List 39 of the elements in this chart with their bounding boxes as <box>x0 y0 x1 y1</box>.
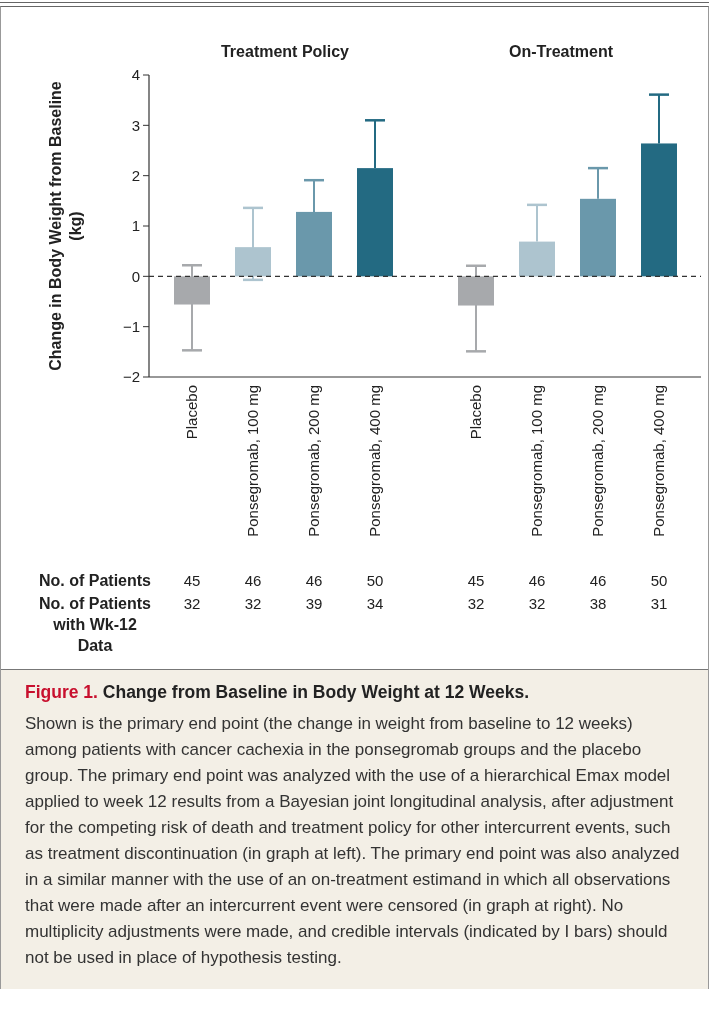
y-tick-label: −1 <box>122 317 140 335</box>
y-tick-label: 2 <box>131 166 140 184</box>
caption: Figure 1. <box>25 682 98 702</box>
text: 32 <box>467 595 485 612</box>
text: 45 <box>183 572 201 589</box>
text: 32 <box>528 595 546 612</box>
text: 46 <box>305 572 323 589</box>
x-tick-label: Ponsegromab, 100 mg <box>244 385 261 537</box>
text: 31 <box>650 595 668 612</box>
text: No. of Patients <box>38 572 152 589</box>
y-tick-label: −2 <box>122 368 140 386</box>
text: 50 <box>650 572 668 589</box>
x-tick-label: Ponsegromab, 200 mg <box>305 385 322 537</box>
text: 46 <box>589 572 607 589</box>
x-tick-label: Ponsegromab, 400 mg <box>650 385 667 537</box>
text: Change from Baseline in Body Weight at 12 Weeks. <box>102 682 530 702</box>
x-tick-label: Placebo <box>467 385 484 440</box>
text: 38 <box>589 595 607 612</box>
text: 45 <box>467 572 485 589</box>
text: 39 <box>305 595 323 612</box>
text: 46 <box>528 572 546 589</box>
text: No. of Patients with Wk-12 Data <box>38 595 152 654</box>
y-tick-label: 1 <box>131 217 140 235</box>
chart-title: Treatment Policy <box>220 43 350 60</box>
x-tick-label: Placebo <box>183 385 200 440</box>
text: Shown is the primary end point (the change in weight from baseline to 12 weeks) among patients with cancer cachexia in the ponsegromab groups and the placebo group. The primary end point was analyzed with the use of a hierarchical Emax model applied to week 12 results from a Bayesian joint longitudinal analysis, after adjustment for the competing risk of death and treatment policy for other intercurrent events, such as treatment discontinuation (in graph at left). The primary end point was also analyzed in a similar manner with the use of an on-treatment estimand in which all observations that were made after an intercurrent event were censored (in graph at right). No multiplicity adjustments were made, and credible intervals (indicated by I bars) should not be used in place of hypothesis testing. <box>25 714 680 967</box>
y-tick-label: 3 <box>131 116 140 134</box>
y-tick-label: 4 <box>131 66 140 84</box>
chart-title: On-Treatment <box>508 43 614 60</box>
y-tick-label: 0 <box>131 267 140 285</box>
text: 32 <box>244 595 262 612</box>
text: 50 <box>366 572 384 589</box>
x-tick-label: Ponsegromab, 400 mg <box>366 385 383 537</box>
text: 32 <box>183 595 201 612</box>
y-axis-title: Change in Body Weight from Baseline (kg) <box>47 81 84 371</box>
x-tick-label: Ponsegromab, 100 mg <box>528 385 545 537</box>
x-tick-label: Ponsegromab, 200 mg <box>589 385 606 537</box>
text: 34 <box>366 595 384 612</box>
text: 46 <box>244 572 262 589</box>
